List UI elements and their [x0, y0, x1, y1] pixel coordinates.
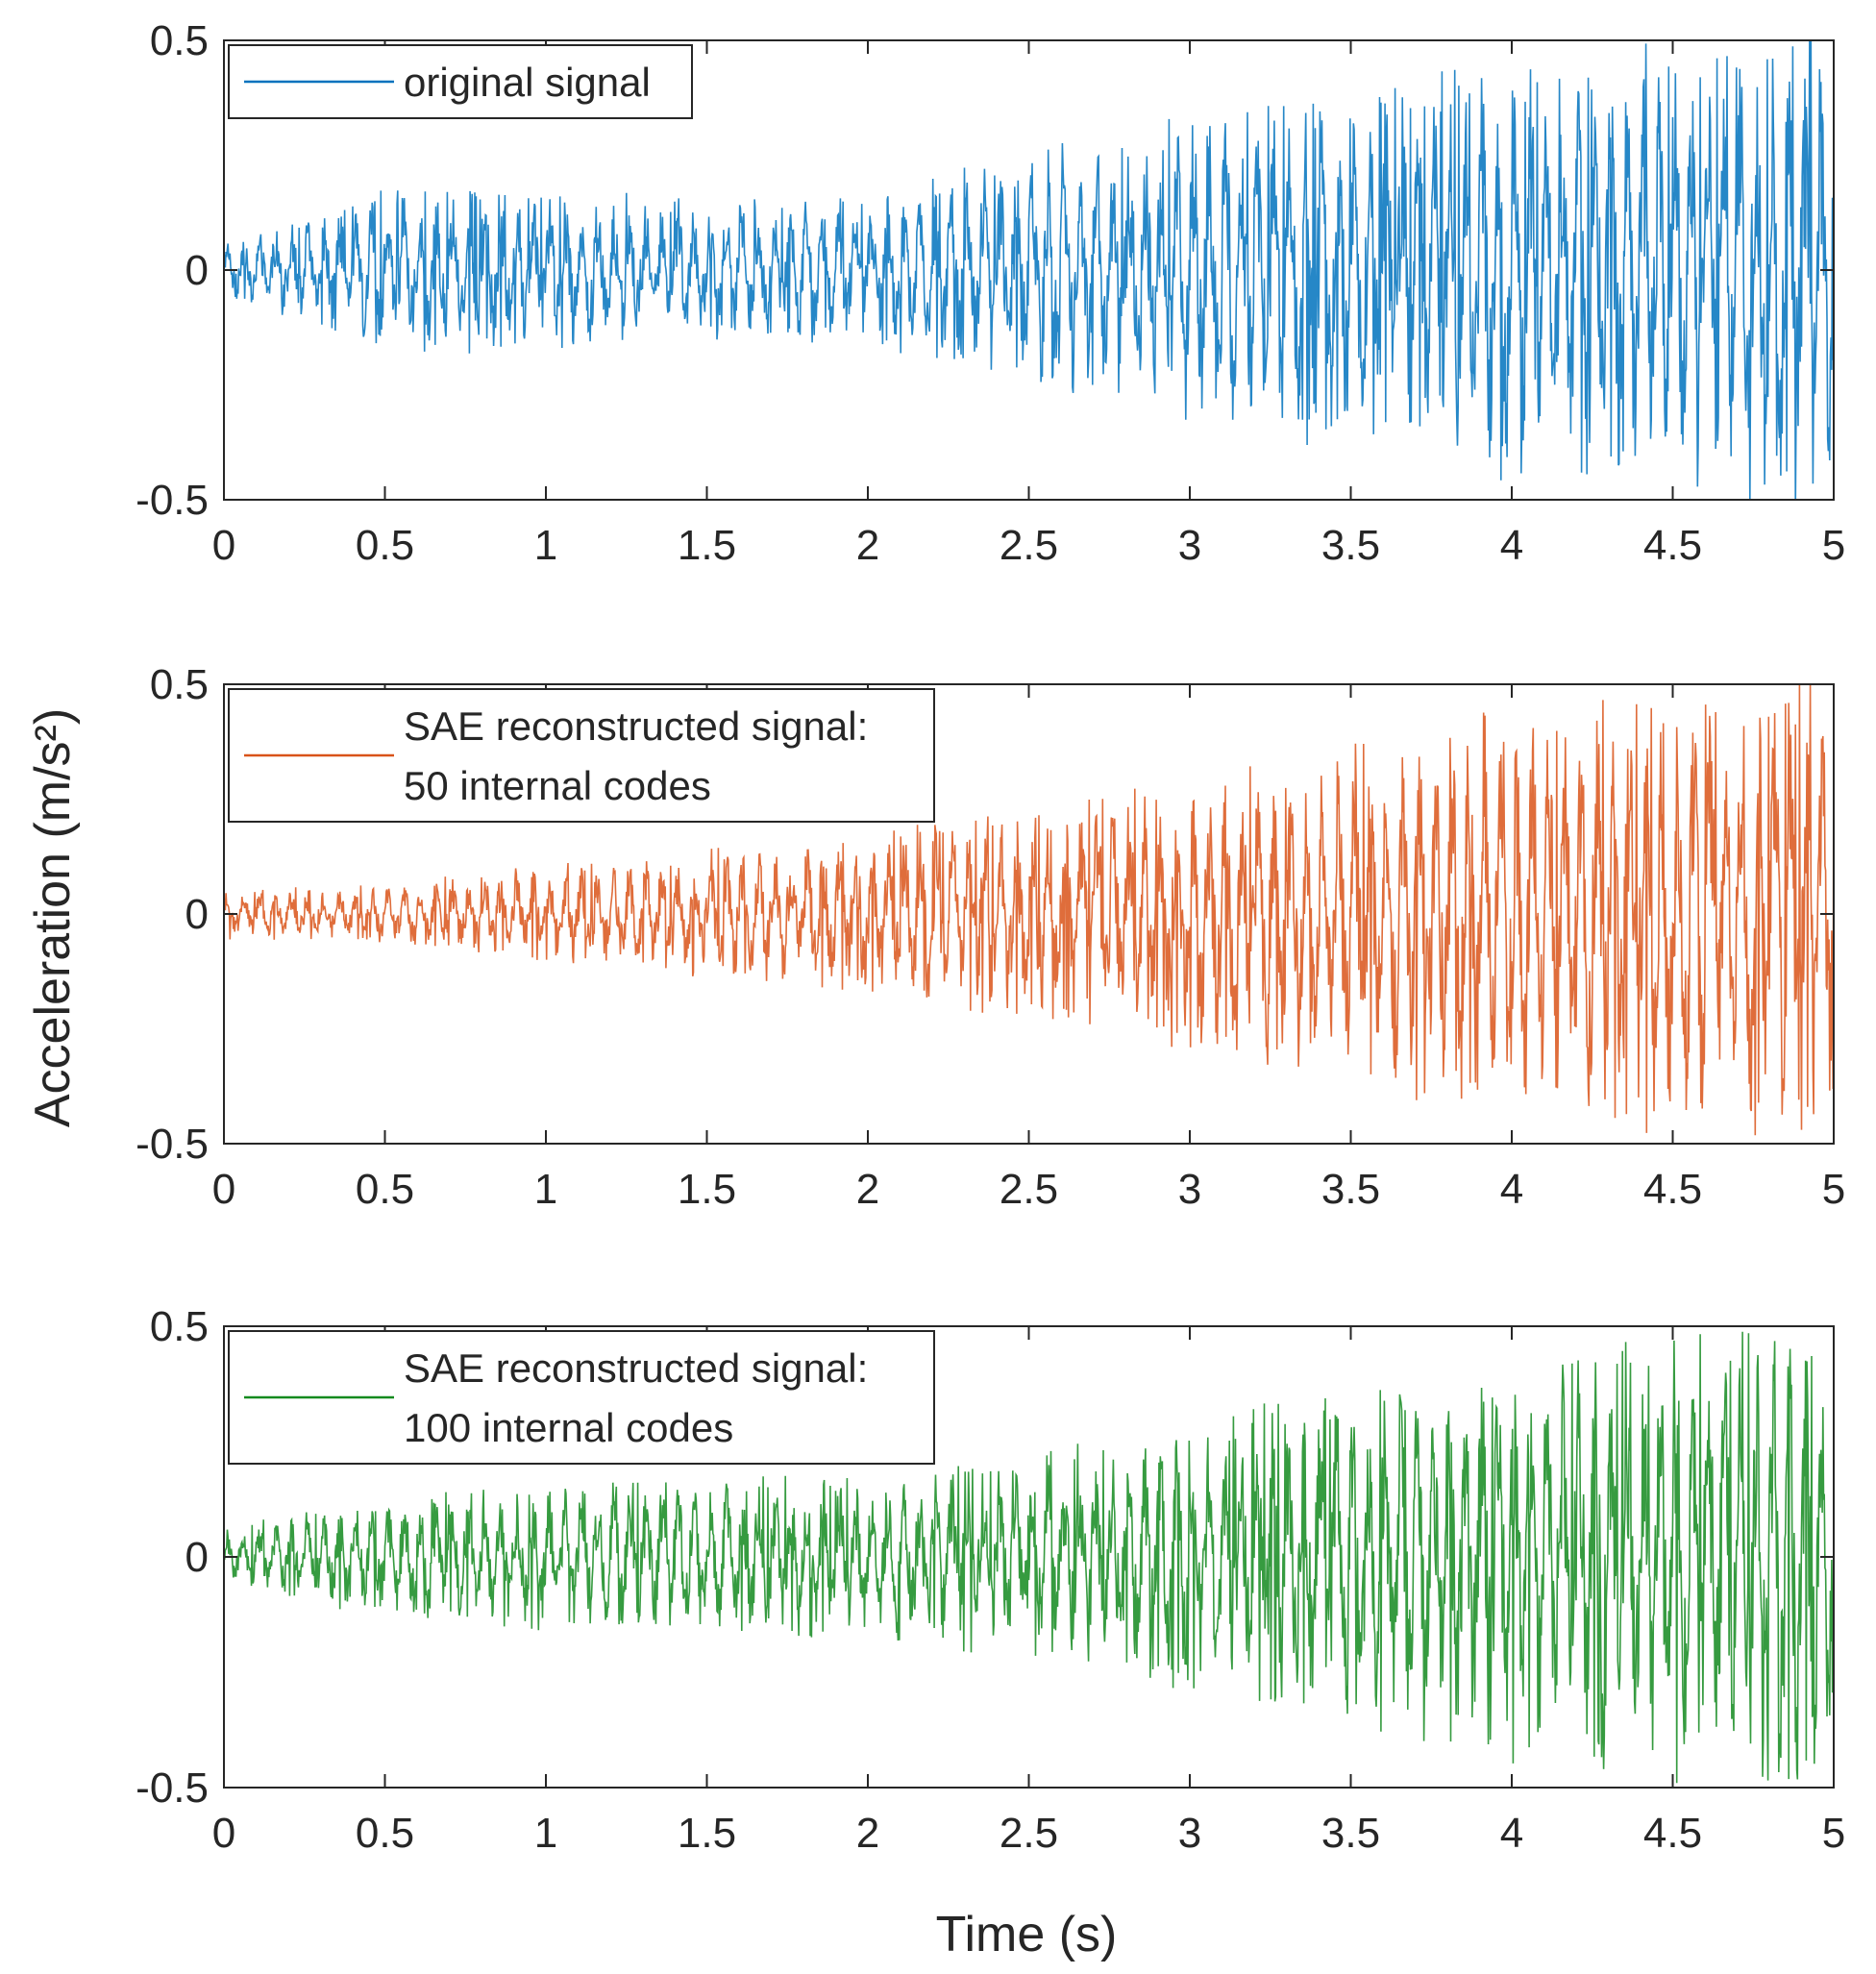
x-tick-label-sae-100: 0.5 [356, 1810, 414, 1857]
x-tick-label-sae-50: 3 [1178, 1166, 1201, 1213]
y-axis-label: Acceleration (m/s²) [25, 708, 81, 1127]
legend-label-sae-50: SAE reconstructed signal: [404, 703, 868, 749]
x-tick-label-sae-50: 0 [212, 1166, 235, 1213]
signal-line-sae-100 [224, 1331, 1834, 1784]
x-tick-label-original: 1.5 [678, 522, 736, 569]
x-tick-label-sae-100: 3.5 [1321, 1810, 1380, 1857]
x-tick-label-sae-50: 4 [1500, 1166, 1523, 1213]
signal-line-sae-50 [224, 684, 1834, 1136]
x-tick-label-sae-100: 5 [1822, 1810, 1845, 1857]
x-tick-label-original: 4 [1500, 522, 1523, 569]
legend-label-sae-100: 100 internal codes [404, 1405, 733, 1450]
x-tick-label-sae-50: 0.5 [356, 1166, 414, 1213]
x-tick-label-sae-100: 1.5 [678, 1810, 736, 1857]
y-tick-label-sae-50: -0.5 [136, 1121, 209, 1168]
x-tick-label-sae-50: 1.5 [678, 1166, 736, 1213]
x-tick-label-sae-100: 4.5 [1643, 1810, 1702, 1857]
x-tick-label-sae-50: 1 [534, 1166, 557, 1213]
x-tick-label-sae-50: 2 [856, 1166, 879, 1213]
y-tick-label-sae-100: -0.5 [136, 1764, 209, 1812]
x-tick-label-sae-50: 5 [1822, 1166, 1845, 1213]
y-tick-label-original: -0.5 [136, 477, 209, 524]
x-tick-label-sae-100: 3 [1178, 1810, 1201, 1857]
x-tick-label-sae-50: 3.5 [1321, 1166, 1380, 1213]
legend-label-original: original signal [404, 60, 651, 105]
x-tick-label-original: 3 [1178, 522, 1201, 569]
x-tick-label-original: 2 [856, 522, 879, 569]
y-tick-label-original: 0.5 [150, 17, 209, 64]
x-tick-label-original: 5 [1822, 522, 1845, 569]
x-tick-label-sae-100: 1 [534, 1810, 557, 1857]
x-tick-label-sae-100: 0 [212, 1810, 235, 1857]
x-tick-label-original: 0.5 [356, 522, 414, 569]
y-tick-label-sae-100: 0 [185, 1534, 209, 1581]
legend-label-sae-50: 50 internal codes [404, 763, 711, 808]
x-tick-label-sae-100: 4 [1500, 1810, 1523, 1857]
x-tick-label-sae-50: 2.5 [1000, 1166, 1058, 1213]
legend-label-sae-100: SAE reconstructed signal: [404, 1345, 868, 1391]
x-tick-label-sae-100: 2 [856, 1810, 879, 1857]
x-tick-label-sae-100: 2.5 [1000, 1810, 1058, 1857]
y-tick-label-sae-50: 0 [185, 891, 209, 938]
y-tick-label-original: 0 [185, 247, 209, 294]
y-tick-label-sae-100: 0.5 [150, 1303, 209, 1350]
x-tick-label-original: 2.5 [1000, 522, 1058, 569]
x-axis-label: Time (s) [936, 1907, 1118, 1962]
x-tick-label-original: 3.5 [1321, 522, 1380, 569]
x-tick-label-original: 0 [212, 522, 235, 569]
x-tick-label-original: 4.5 [1643, 522, 1702, 569]
x-tick-label-original: 1 [534, 522, 557, 569]
y-tick-label-sae-50: 0.5 [150, 661, 209, 708]
signal-line-original [224, 40, 1834, 500]
x-tick-label-sae-50: 4.5 [1643, 1166, 1702, 1213]
